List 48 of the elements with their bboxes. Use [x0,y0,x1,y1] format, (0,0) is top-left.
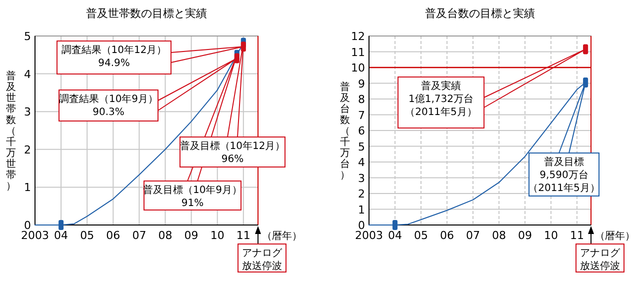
x-tick-label: 06 [106,229,120,242]
x-tick-label: 04 [54,229,68,242]
y-tick-label: 9 [358,77,365,90]
x-tick-label: 05 [414,229,428,242]
y-tick-label: 8 [358,93,365,106]
x-axis-title: （暦年） [262,230,302,242]
annotation: 普及目標9,590万台（2011年5月） [528,156,600,194]
y-tick-label: 12 [351,30,365,43]
y-tick-label: 0 [24,219,31,232]
y-tick-label: 3 [358,172,365,185]
y-tick-label: 3 [24,106,31,119]
text: 普及台数（千万台） [340,82,350,181]
x-tick-label: 07 [132,229,146,242]
x-tick-label: 09 [518,229,532,242]
text: 普及世帯数（千万世帯） [6,71,16,192]
text: アナログ放送停波 [580,248,621,272]
x-axis-title: （暦年） [595,230,635,242]
y-tick-label: 1 [358,203,365,216]
x-tick-label: 11 [570,229,584,242]
x-tick-label: 08 [158,229,172,242]
y-tick-label: 4 [24,68,31,81]
chart-title: 普及世帯数の目標と実績 [86,7,207,20]
chart-title: 普及台数の目標と実績 [425,7,535,20]
annotation: 調査結果（10年12月） 94.9% [61,44,167,69]
text: アナログ放送停波 [242,248,283,272]
x-tick-label: 10 [544,229,558,242]
y-tick-label: 10 [351,62,365,74]
x-tick-label: 10 [210,229,224,242]
x-tick-label: 08 [492,229,506,242]
x-tick-label: 07 [466,229,480,242]
x-tick-label: 2003 [355,229,383,242]
x-tick-label: 09 [184,229,198,242]
y-tick-label: 0 [358,219,365,232]
x-tick-label: 11 [236,229,250,242]
x-tick-label: 04 [388,229,402,242]
y-tick-label: 5 [358,140,365,154]
y-tick-label: 2 [24,143,31,156]
y-tick-label: 2 [358,188,365,200]
y-tick-label: 5 [24,30,31,43]
annotation: 普及実績1億1,732万台（2011年5月） [405,80,477,118]
y-tick-label: 4 [358,156,365,169]
x-tick-label: 06 [440,229,454,242]
y-tick-label: 7 [358,108,365,122]
x-tick-label: 2003 [21,229,49,242]
x-tick-label: 05 [80,229,94,242]
y-tick-label: 1 [24,181,31,194]
y-tick-label: 6 [358,124,365,138]
y-tick-label: 11 [351,46,365,59]
